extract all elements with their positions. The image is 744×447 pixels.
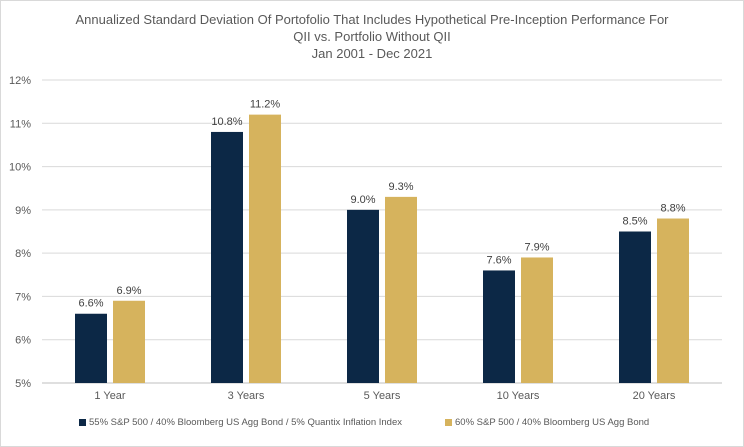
y-tick-label: 10% [9, 162, 31, 174]
bar-series-2 [249, 114, 281, 383]
legend-label-series-2: 60% S&P 500 / 40% Bloomberg US Agg Bond [455, 416, 650, 428]
data-label-series-2: 11.2% [250, 99, 281, 111]
bar-series-1 [619, 231, 651, 383]
chart-title-line-3: Jan 2001 - Dec 2021 [311, 46, 433, 61]
data-label-series-2: 7.9% [524, 241, 549, 253]
legend-item-series-2: 60% S&P 500 / 40% Bloomberg US Agg Bond [445, 414, 649, 430]
x-tick-label: 5 Years [364, 390, 401, 402]
data-label-series-1: 10.8% [211, 116, 242, 128]
y-tick-label: 12% [9, 75, 31, 87]
x-tick-label: 10 Years [497, 390, 540, 402]
bar-series-1 [75, 313, 107, 383]
bar-series-1 [211, 131, 243, 383]
y-tick-label: 5% [15, 378, 31, 390]
y-tick-label: 6% [15, 335, 31, 347]
legend-label-series-1: 55% S&P 500 / 40% Bloomberg US Agg Bond … [89, 416, 402, 428]
data-label-series-2: 6.9% [116, 285, 141, 297]
legend-swatch-series-2 [445, 418, 452, 426]
chart-title-line-1: Annualized Standard Deviation Of Portofo… [75, 12, 669, 27]
bar-series-2 [521, 257, 553, 383]
data-label-series-1: 9.0% [350, 194, 375, 206]
chart-title: Annualized Standard Deviation Of Portofo… [0, 11, 744, 62]
x-tick-label: 20 Years [633, 390, 676, 402]
bar-series-2 [657, 218, 689, 383]
bar-series-2 [113, 300, 145, 383]
legend-item-series-1: 55% S&P 500 / 40% Bloomberg US Agg Bond … [79, 414, 402, 430]
bar-series-1 [347, 209, 379, 383]
data-label-series-1: 6.6% [78, 298, 103, 310]
data-label-series-1: 7.6% [486, 254, 511, 266]
y-tick-label: 11% [10, 118, 31, 130]
y-tick-label: 7% [15, 291, 31, 303]
legend-swatch-series-1 [79, 418, 86, 426]
y-tick-label: 9% [15, 205, 31, 217]
x-tick-label: 1 Year [94, 390, 126, 402]
bar-series-2 [385, 196, 417, 383]
y-tick-label: 8% [15, 248, 31, 260]
x-tick-label: 3 Years [228, 390, 265, 402]
data-label-series-2: 8.8% [660, 203, 685, 215]
data-label-series-2: 9.3% [388, 181, 413, 193]
chart-title-line-2: QII vs. Portfolio Without QII [293, 29, 451, 44]
data-label-series-1: 8.5% [622, 216, 647, 228]
bar-series-1 [483, 270, 515, 383]
